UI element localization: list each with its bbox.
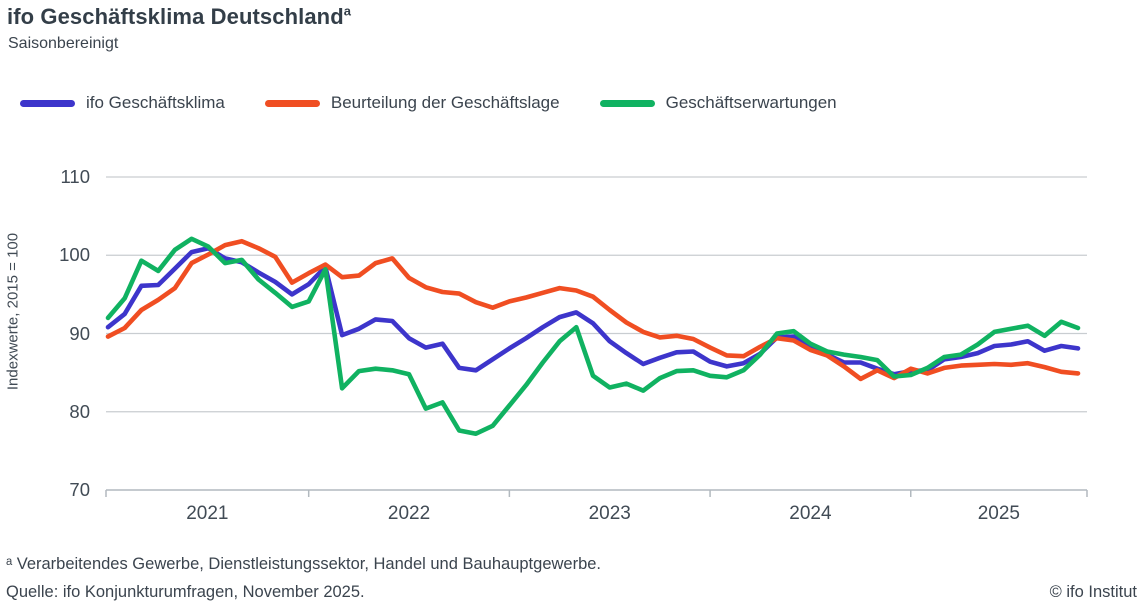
chart-subtitle: Saisonbereinigt xyxy=(8,35,119,52)
x-tick-label-2024: 2024 xyxy=(789,503,832,524)
series-line-1 xyxy=(105,238,1081,382)
page-title: ifo Geschäftsklima Deutschlanda xyxy=(7,4,351,30)
x-tick-label-2023: 2023 xyxy=(588,503,631,524)
y-tick-label-70: 70 xyxy=(69,479,90,500)
legend-line-swatch-orange xyxy=(264,99,320,107)
footnote: ᵃ Verarbeitendes Gewerbe, Dienstleistung… xyxy=(6,555,602,573)
y-tick-label-90: 90 xyxy=(69,322,90,344)
legend-item-geschaeftslage: Beurteilung der Geschäftslage xyxy=(264,93,560,113)
y-tick-label-110: 110 xyxy=(60,166,91,187)
legend-line-swatch-blue xyxy=(20,99,75,107)
series-line-0 xyxy=(105,245,1081,377)
title-footnote-marker: a xyxy=(343,3,352,19)
x-tick-label-2021: 2021 xyxy=(186,503,229,524)
y-tick-label-100: 100 xyxy=(59,244,90,266)
legend-item-geschaeftsklima: ifo Geschäftsklima xyxy=(20,93,225,113)
legend-label: ifo Geschäftsklima xyxy=(86,93,225,112)
series-line-2 xyxy=(105,236,1081,437)
x-tick-label-2025: 2025 xyxy=(977,503,1021,524)
x-tick-label-2022: 2022 xyxy=(387,503,431,524)
chart-legend: ifo Geschäftsklima Beurteilung der Gesch… xyxy=(20,93,837,113)
title-text: ifo Geschäftsklima Deutschland xyxy=(7,4,344,29)
copyright-note: © ifo Institut xyxy=(1049,583,1137,601)
legend-label: Beurteilung der Geschäftslage xyxy=(330,93,560,112)
y-tick-label-80: 80 xyxy=(69,400,90,422)
legend-label: Geschäftserwartungen xyxy=(665,93,837,112)
source-note: Quelle: ifo Konjunkturumfragen, November… xyxy=(6,583,365,601)
legend-line-swatch-green xyxy=(599,99,655,107)
legend-item-geschaeftserwartungen: Geschäftserwartungen xyxy=(599,93,837,113)
